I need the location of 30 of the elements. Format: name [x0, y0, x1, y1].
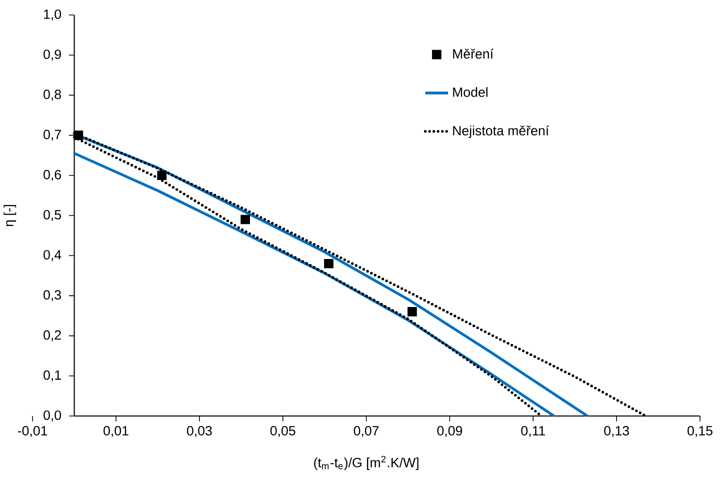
- x-tick-label: -0,01: [18, 426, 48, 438]
- y-tick-label: 0,1: [44, 370, 61, 382]
- y-tick-label: 0,4: [44, 250, 62, 262]
- x-tick-label: 0,05: [270, 426, 296, 438]
- y-tick-label: 0,9: [44, 50, 61, 61]
- y-axis-title: η [-]: [4, 204, 16, 226]
- point: [74, 130, 84, 140]
- point: [408, 307, 417, 316]
- x-tick-label: 0,01: [104, 426, 128, 438]
- legend-label: Model: [453, 87, 488, 97]
- point: [157, 170, 167, 180]
- point: [240, 214, 250, 224]
- legend-label: Nejistota měření: [453, 125, 550, 138]
- y-tick-label: 0,3: [44, 290, 61, 302]
- x-tick-label: 0,13: [604, 426, 629, 438]
- y-tick-label: 0,0: [44, 410, 62, 422]
- x-tick-label: 0,15: [688, 426, 712, 438]
- y-tick-label: 0,2: [44, 330, 61, 342]
- x-tick-label: 0,11: [521, 426, 545, 438]
- x-axis-title: (t$_{m}$-t$_{e}$)/G [m$^{2}$.K/W]: [314, 456, 418, 470]
- y-tick-label: 0,8: [44, 90, 61, 101]
- y-tick-label: 0,7: [44, 130, 61, 141]
- y-tick-label: 0,5: [44, 210, 62, 222]
- y-tick-label: 0,6: [44, 170, 61, 181]
- x-tick-label: 0,09: [437, 426, 462, 438]
- y-tick-label: 1,0: [44, 9, 62, 21]
- legend-label: Měření: [453, 48, 494, 59]
- x-tick-label: 0,03: [186, 426, 212, 438]
- point: [324, 258, 334, 268]
- x-tick-label: 0,07: [354, 426, 379, 438]
